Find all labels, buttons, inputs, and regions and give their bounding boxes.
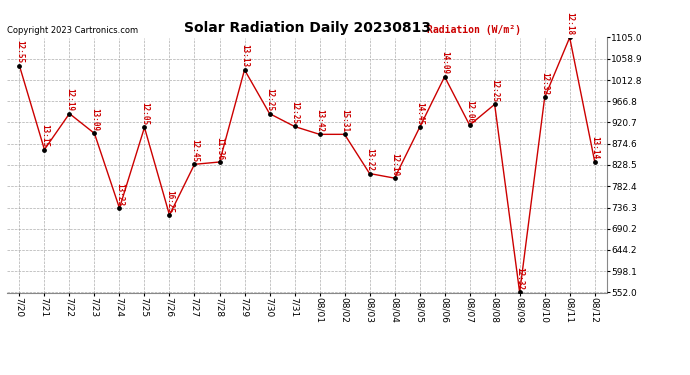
Point bbox=[489, 101, 500, 107]
Point bbox=[464, 122, 475, 128]
Text: 13:42: 13:42 bbox=[315, 109, 324, 132]
Text: 12:05: 12:05 bbox=[140, 102, 149, 125]
Point bbox=[514, 290, 525, 296]
Point bbox=[314, 131, 325, 137]
Text: 14:09: 14:09 bbox=[440, 51, 449, 74]
Text: 12:25: 12:25 bbox=[490, 79, 499, 102]
Text: 12:18: 12:18 bbox=[565, 12, 574, 35]
Point bbox=[439, 74, 450, 80]
Text: 13:09: 13:09 bbox=[90, 108, 99, 131]
Text: 12:32: 12:32 bbox=[515, 267, 524, 290]
Point bbox=[364, 171, 375, 177]
Text: 14:45: 14:45 bbox=[415, 102, 424, 125]
Point bbox=[39, 147, 50, 153]
Text: 13:14: 13:14 bbox=[590, 136, 599, 159]
Text: 13:15: 13:15 bbox=[40, 124, 49, 147]
Text: 12:45: 12:45 bbox=[190, 139, 199, 162]
Text: 13:22: 13:22 bbox=[365, 148, 374, 171]
Point bbox=[564, 34, 575, 40]
Point bbox=[14, 63, 25, 69]
Point bbox=[139, 124, 150, 130]
Point bbox=[164, 212, 175, 218]
Title: Solar Radiation Daily 20230813: Solar Radiation Daily 20230813 bbox=[184, 21, 431, 35]
Point bbox=[264, 111, 275, 117]
Text: 12:00: 12:00 bbox=[465, 100, 474, 123]
Point bbox=[114, 205, 125, 211]
Point bbox=[189, 161, 200, 167]
Text: 11:36: 11:36 bbox=[215, 136, 224, 160]
Point bbox=[64, 111, 75, 117]
Point bbox=[414, 124, 425, 130]
Point bbox=[389, 175, 400, 181]
Point bbox=[239, 67, 250, 73]
Point bbox=[289, 123, 300, 129]
Point bbox=[589, 159, 600, 165]
Text: 12:10: 12:10 bbox=[390, 153, 399, 176]
Text: 13:13: 13:13 bbox=[240, 44, 249, 68]
Text: Radiation (W/m²): Radiation (W/m²) bbox=[427, 25, 521, 35]
Point bbox=[89, 130, 100, 136]
Text: 12:32: 12:32 bbox=[540, 72, 549, 95]
Text: 13:23: 13:23 bbox=[115, 183, 124, 206]
Text: 16:25: 16:25 bbox=[165, 190, 174, 213]
Text: 12:25: 12:25 bbox=[265, 88, 274, 111]
Point bbox=[339, 131, 350, 137]
Text: 15:31: 15:31 bbox=[340, 109, 349, 132]
Point bbox=[539, 94, 550, 100]
Text: 12:55: 12:55 bbox=[15, 40, 24, 63]
Text: Copyright 2023 Cartronics.com: Copyright 2023 Cartronics.com bbox=[7, 26, 138, 35]
Text: 12:25: 12:25 bbox=[290, 101, 299, 124]
Text: 12:19: 12:19 bbox=[65, 88, 74, 111]
Point bbox=[214, 159, 225, 165]
